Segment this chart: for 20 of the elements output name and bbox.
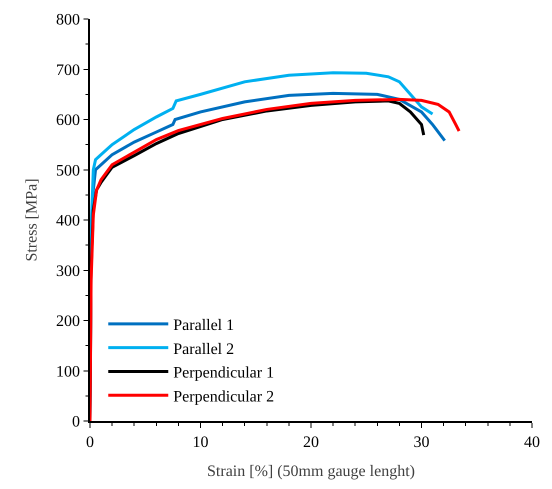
y-tick-label: 600: [56, 112, 80, 130]
y-tick-label: 500: [56, 162, 80, 180]
legend-label: Parallel 1: [173, 317, 234, 334]
y-axis-title: Stress [MPa]: [23, 178, 40, 262]
x-tick-label: 0: [86, 434, 94, 451]
legend-label: Perpendicular 2: [173, 388, 274, 406]
y-tick-label: 800: [56, 12, 80, 29]
x-tick-label: 40: [524, 434, 540, 451]
x-tick-label: 20: [303, 434, 319, 451]
legend-label: Parallel 2: [173, 340, 234, 358]
y-tick-label: 400: [56, 212, 80, 230]
y-tick-label: 100: [56, 363, 80, 380]
legend-label: Perpendicular 1: [173, 364, 274, 382]
y-tick-label: 300: [56, 262, 80, 280]
x-tick-label: 10: [192, 434, 208, 451]
y-tick-label: 200: [56, 313, 80, 330]
x-axis-title: Strain [%] (50mm gauge lenght): [207, 463, 415, 480]
y-tick-label: 0: [72, 414, 80, 431]
x-tick-label: 30: [414, 434, 430, 451]
y-tick-label: 700: [56, 62, 80, 79]
